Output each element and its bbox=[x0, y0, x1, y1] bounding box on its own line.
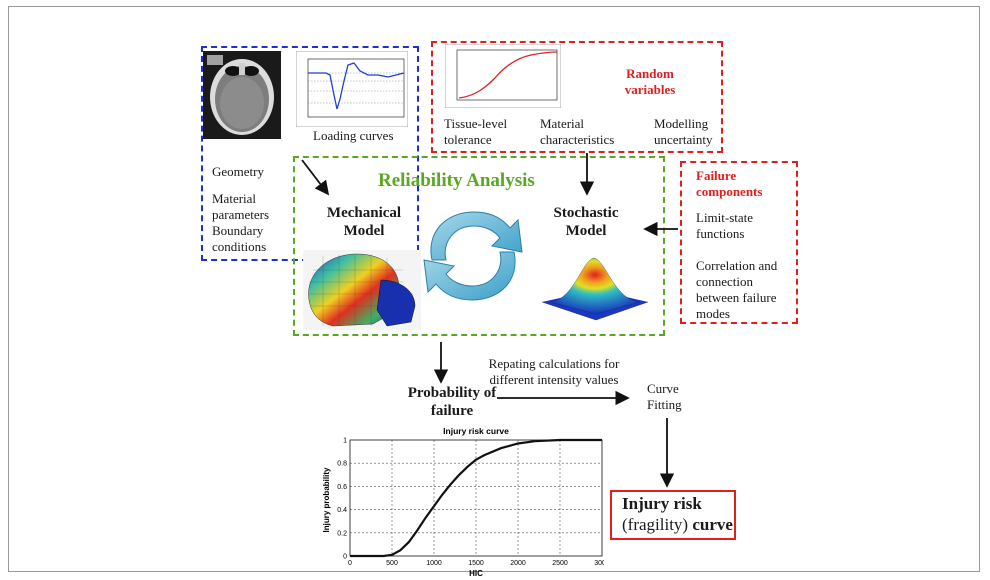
fragility-label: (fragility) bbox=[622, 515, 689, 534]
chart-ylabel: Injury probability bbox=[322, 467, 331, 532]
geometry-label: Geometry bbox=[212, 164, 264, 179]
failure-components-box bbox=[680, 161, 798, 324]
tissue-tolerance-label: Tissue-level tolerance bbox=[444, 116, 508, 147]
tolerance-curve-chart bbox=[445, 44, 561, 108]
stochastic-model-label: Stochastic Model bbox=[553, 205, 619, 239]
boundary-conditions-label: Boundary conditions bbox=[212, 223, 267, 254]
reliability-analysis-title: Reliability Analysis bbox=[378, 170, 535, 191]
injury-risk-series-line bbox=[350, 438, 602, 558]
chart-xtick-label: 1000 bbox=[426, 560, 442, 567]
material-parameters-label: Material parameters bbox=[212, 191, 270, 222]
cycle-arrows-icon bbox=[423, 211, 523, 301]
skull-fe-model-image bbox=[303, 250, 421, 330]
chart-plot-area bbox=[349, 439, 603, 557]
chart-ytick-label: 0.8 bbox=[337, 461, 347, 468]
chart-ytick-label: 0.4 bbox=[337, 507, 347, 514]
probability-of-failure-label: Probability of failure bbox=[407, 385, 497, 419]
modelling-uncertainty-label: Modelling uncertainty bbox=[654, 116, 713, 147]
mechanical-model-label: Mechanical Model bbox=[326, 205, 402, 239]
injury-risk-subtitle: (fragility) curve bbox=[622, 515, 733, 535]
chart-ytick-label: 0.6 bbox=[337, 484, 347, 491]
limit-state-functions-label: Limit-state functions bbox=[696, 210, 754, 241]
random-variables-title: Random variables bbox=[624, 66, 676, 97]
ct-scan-image bbox=[203, 51, 281, 139]
random-variables-box bbox=[431, 41, 723, 153]
figure-frame bbox=[8, 6, 980, 572]
chart-ytick-label: 1 bbox=[343, 438, 347, 445]
loading-curve-chart bbox=[296, 51, 408, 127]
chart-xtick-label: 2000 bbox=[510, 560, 526, 567]
injury-risk-chart: Injury risk curve Injury probability HIC… bbox=[322, 426, 604, 578]
chart-ytick-label: 0.2 bbox=[337, 530, 347, 537]
chart-xtick-label: 500 bbox=[386, 560, 398, 567]
chart-xtick-label: 0 bbox=[348, 560, 352, 567]
material-characteristics-label: Material characteristics bbox=[540, 116, 615, 147]
chart-xtick-label: 2500 bbox=[552, 560, 568, 567]
arrow-inputs-to-mechanical bbox=[301, 159, 330, 196]
curve-word: curve bbox=[692, 515, 733, 534]
injury-risk-box bbox=[610, 490, 736, 540]
chart-xtick-label: 1500 bbox=[468, 560, 484, 567]
chart-title: Injury risk curve bbox=[443, 426, 509, 436]
loading-curves-label: Loading curves bbox=[313, 128, 394, 143]
stochastic-surface-image bbox=[536, 250, 654, 330]
repeating-calculations-label: Repating calculations for different inte… bbox=[488, 356, 620, 387]
injury-risk-title: Injury risk bbox=[622, 494, 702, 513]
reliability-analysis-box bbox=[293, 156, 665, 336]
chart-ytick-label: 0 bbox=[343, 554, 347, 561]
curve-fitting-label: Curve Fitting bbox=[647, 381, 682, 412]
chart-xlabel: HIC bbox=[469, 569, 483, 578]
failure-components-title: Failure components bbox=[696, 168, 763, 199]
correlation-label: Correlation and connection between failu… bbox=[696, 258, 778, 321]
